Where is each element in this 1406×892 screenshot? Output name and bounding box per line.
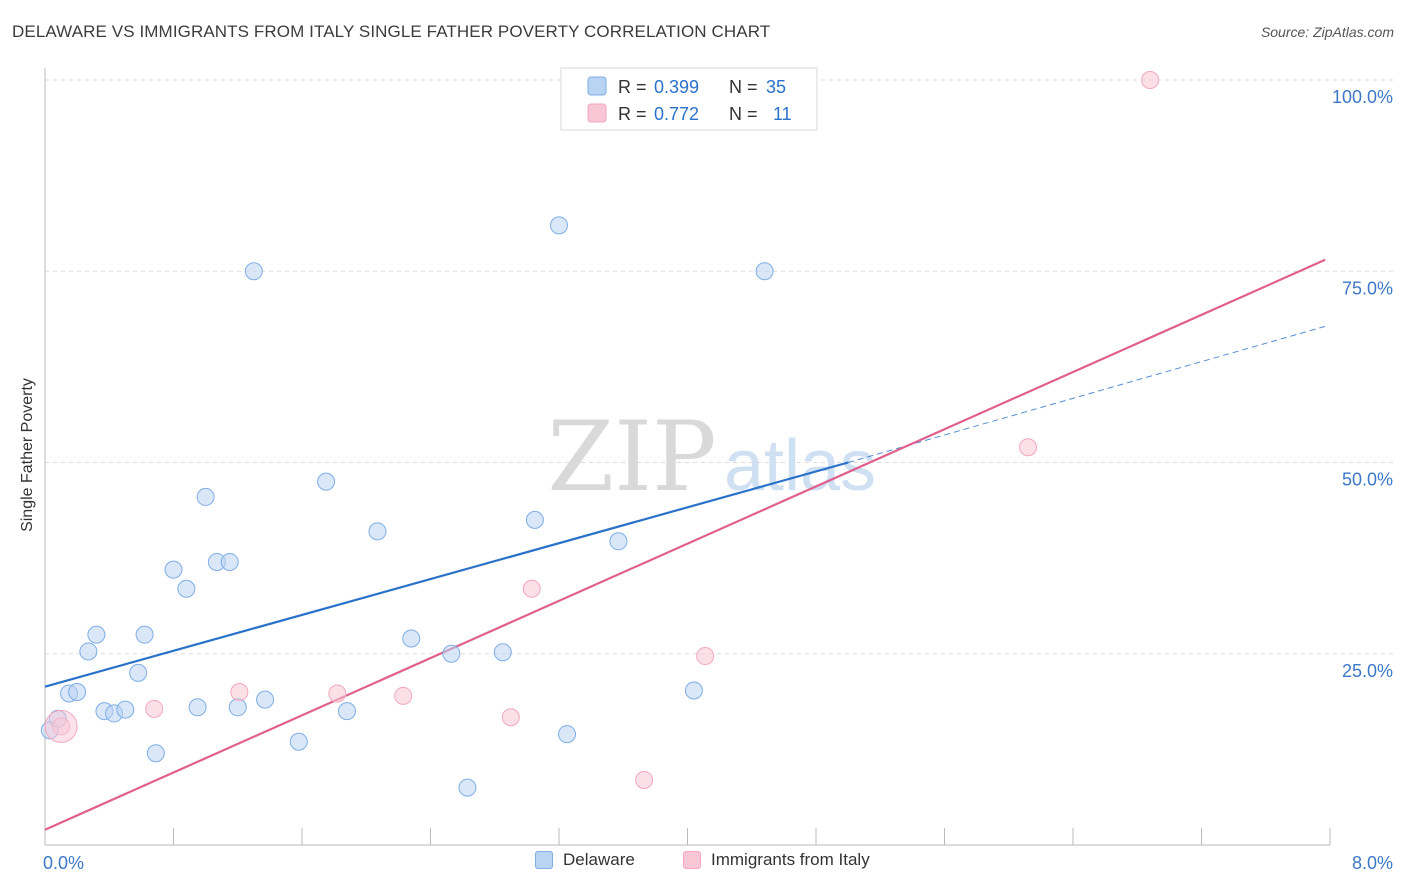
- data-points: [40, 71, 1160, 797]
- italy-point: [394, 686, 413, 705]
- delaware-point: [244, 262, 263, 281]
- delaware-point: [146, 744, 165, 763]
- source-label: Source: ZipAtlas.com: [1260, 24, 1394, 40]
- legend-swatch-italy: [587, 103, 607, 123]
- legend-r-label: R =: [618, 104, 647, 124]
- legend-top: R = 0.399 N = 35 R = 0.772 N = 11: [560, 67, 818, 131]
- delaware-point: [68, 683, 87, 701]
- legend-n-label: N =: [729, 77, 758, 97]
- gridlines: [45, 79, 1393, 655]
- delaware-point: [558, 725, 577, 744]
- italy-point-large: [44, 709, 78, 743]
- y-tick-label: 75.0%: [1342, 278, 1393, 298]
- italy-point: [635, 770, 654, 789]
- delaware-point: [164, 560, 183, 579]
- delaware-point: [493, 643, 512, 662]
- legend-n-value: 35: [766, 77, 786, 97]
- legend-n-label: N =: [729, 104, 758, 124]
- legend-r-value: 0.772: [654, 104, 699, 124]
- italy-point: [230, 683, 249, 701]
- y-tick-label: 50.0%: [1342, 470, 1393, 490]
- legend-r-value: 0.399: [654, 77, 699, 97]
- delaware-point: [684, 681, 703, 700]
- delaware-point: [317, 472, 336, 491]
- delaware-point: [177, 579, 196, 598]
- italy-point: [1019, 438, 1038, 457]
- watermark: ZIP atlas: [547, 401, 876, 513]
- delaware-trend-extension: [847, 325, 1326, 463]
- italy-point: [522, 579, 541, 598]
- chart-title: DELAWARE VS IMMIGRANTS FROM ITALY SINGLE…: [12, 22, 771, 41]
- delaware-point: [550, 216, 568, 235]
- delaware-point: [256, 690, 275, 709]
- x-tick-label: 8.0%: [1352, 853, 1393, 873]
- axes: [44, 68, 1331, 846]
- y-tick-label: 100.0%: [1332, 87, 1393, 107]
- delaware-trend-line: [44, 461, 849, 688]
- delaware-point: [79, 642, 98, 661]
- delaware-swatch: [535, 851, 553, 869]
- delaware-point: [129, 663, 148, 682]
- italy-point: [145, 699, 164, 718]
- italy-trend-line: [44, 258, 1326, 831]
- delaware-point: [188, 698, 207, 717]
- delaware-point: [135, 625, 154, 644]
- delaware-point: [289, 732, 308, 751]
- legend-item-delaware[interactable]: Delaware: [535, 850, 635, 870]
- delaware-point: [87, 625, 106, 644]
- x-tick-label: 0.0%: [43, 853, 84, 873]
- legend-label-delaware: Delaware: [563, 850, 635, 869]
- delaware-point: [196, 487, 215, 506]
- delaware-point: [402, 629, 421, 648]
- legend-item-italy[interactable]: Immigrants from Italy: [683, 850, 870, 870]
- legend-r-label: R =: [618, 77, 647, 97]
- delaware-point: [755, 262, 774, 281]
- delaware-point: [442, 644, 461, 663]
- italy-point: [501, 708, 520, 727]
- watermark-zip: ZIP: [547, 401, 716, 513]
- trend-lines: [44, 258, 1326, 831]
- delaware-point: [368, 522, 387, 541]
- y-tick-label: 25.0%: [1342, 661, 1393, 681]
- delaware-point: [458, 778, 477, 797]
- legend-n-value: 11: [773, 104, 792, 124]
- italy-point: [696, 647, 715, 666]
- delaware-point: [220, 552, 239, 571]
- legend-swatch-delaware: [587, 76, 607, 96]
- italy-swatch: [683, 851, 701, 869]
- delaware-point: [609, 532, 628, 551]
- legend-label-italy: Immigrants from Italy: [711, 850, 870, 869]
- delaware-point: [228, 698, 247, 717]
- delaware-point: [337, 702, 356, 721]
- italy-point: [1141, 71, 1160, 89]
- delaware-point: [116, 700, 135, 719]
- legend-bottom: Delaware Immigrants from Italy: [0, 850, 1406, 878]
- tick-labels: 25.0% 50.0% 75.0% 100.0% 0.0% 8.0%: [43, 87, 1393, 873]
- italy-point: [328, 684, 347, 703]
- delaware-point: [525, 510, 544, 529]
